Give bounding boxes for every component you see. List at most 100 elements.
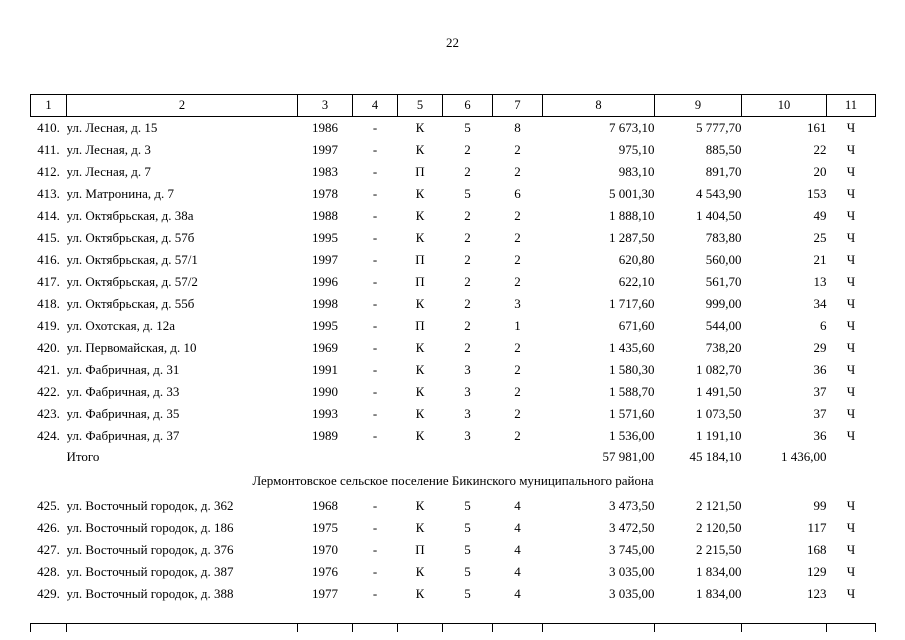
- table-row-col-2: ул. Охотская, д. 12а: [66, 318, 176, 333]
- table-row-col-4: -: [372, 362, 378, 377]
- table-row-col-3: 1993: [312, 406, 338, 421]
- table-row-col-10: 37: [813, 384, 827, 399]
- table-row-col-7: 2: [514, 208, 521, 223]
- table-row-col-5: П: [415, 252, 425, 267]
- table-row-col-5: К: [415, 362, 425, 377]
- table-row-col-7: 2: [514, 406, 521, 421]
- table-row-col-5: К: [415, 340, 425, 355]
- column-header-3: 3: [297, 94, 353, 117]
- header-row: 1 2 3 4 5 6 7 8 9 10 11: [30, 94, 876, 117]
- table-row-col-3: 1996: [312, 274, 338, 289]
- page-number: 22: [446, 35, 459, 50]
- table-row-col-8: 1 588,70: [609, 384, 655, 399]
- table-row-col-3: 1988: [312, 208, 338, 223]
- table-row-col-5: К: [415, 428, 425, 443]
- table-row-col-10: 123: [807, 586, 827, 601]
- table-row-col-4: -: [372, 428, 378, 443]
- table-row-col-11: Ч: [846, 252, 856, 267]
- table-row-col-7: 2: [514, 274, 521, 289]
- table-row-col-6: 2: [464, 274, 471, 289]
- table-row-col-3: 1986: [312, 120, 338, 135]
- table-row-col-2: ул. Восточный городок, д. 376: [66, 542, 234, 557]
- table-row-col-8: 3 473,50: [609, 498, 655, 513]
- table-row: 417. ул. Октябрьская, д. 57/2 1996 - П 2 2 622,…: [31, 271, 876, 293]
- table-row-col-1: 411.: [37, 142, 60, 157]
- table-row-col-11: Ч: [846, 406, 856, 421]
- table-row-col-10: 37: [813, 406, 827, 421]
- table-row-col-10: 117: [807, 520, 827, 535]
- table-row: 427. ул. Восточный городок, д. 376 1970 - П 5…: [31, 539, 876, 561]
- table-row-col-8: 3 035,00: [609, 586, 655, 601]
- table-row-col-5: К: [415, 520, 425, 535]
- table-row-col-4: -: [372, 274, 378, 289]
- fragment-cell: [542, 623, 655, 632]
- table-row-col-11: Ч: [846, 296, 856, 311]
- table-row-col-2: ул. Октябрьская, д. 57б: [66, 230, 195, 245]
- fragment-cell: [492, 623, 543, 632]
- fragment-row: [30, 623, 876, 632]
- fragment-cell: [826, 623, 876, 632]
- table-row-col-5: К: [415, 208, 425, 223]
- table-row-col-7: 2: [514, 428, 521, 443]
- table-row-col-4: -: [372, 208, 378, 223]
- table-row-col-1: 427.: [37, 542, 60, 557]
- table-row: 420. ул. Первомайская, д. 10 1969 - К 2 2 1 435…: [31, 337, 876, 359]
- table-row-col-4: -: [372, 318, 378, 333]
- table-row-col-3: 1969: [312, 340, 338, 355]
- table-row: 429. ул. Восточный городок, д. 388 1977 - К 5…: [31, 583, 876, 605]
- table-row-col-10: 20: [813, 164, 827, 179]
- table-row-col-6: 2: [464, 296, 471, 311]
- table-row-col-4: -: [372, 164, 378, 179]
- table-row-col-2: ул. Октябрьская, д. 57/1: [66, 252, 198, 267]
- table-row: 418. ул. Октябрьская, д. 55б 1998 - К 2 3 1 717…: [31, 293, 876, 315]
- table-row-col-6: 5: [464, 120, 471, 135]
- table-row-col-3: 1989: [312, 428, 338, 443]
- table-row-col-11: Ч: [846, 340, 856, 355]
- table-row-col-4: -: [372, 230, 378, 245]
- table-row-col-2: ул. Лесная, д. 3: [66, 142, 151, 157]
- table-row-col-7: 2: [514, 230, 521, 245]
- table-row-col-5: К: [415, 564, 425, 579]
- table-row-col-3: 1990: [312, 384, 338, 399]
- table-row-col-2: ул. Восточный городок, д. 387: [66, 564, 234, 579]
- table-row-col-11: Ч: [846, 164, 856, 179]
- table-row-col-5: К: [415, 586, 425, 601]
- table-row-col-9: 561,70: [705, 274, 742, 289]
- table-row: 422. ул. Фабричная, д. 33 1990 - К 3 2 1 588,70…: [31, 381, 876, 403]
- table-row-col-6: 2: [464, 252, 471, 267]
- table-row-col-10: 49: [813, 208, 827, 223]
- table-row-col-5: К: [415, 406, 425, 421]
- table-row-col-8: 3 745,00: [609, 542, 655, 557]
- table-row-col-1: 417.: [37, 274, 60, 289]
- table-row: 424. ул. Фабричная, д. 37 1989 - К 3 2 1 536,00…: [31, 425, 876, 447]
- table-row-col-11: Ч: [846, 428, 856, 443]
- table-row-col-4: -: [372, 296, 378, 311]
- table-row-col-5: К: [415, 296, 425, 311]
- totals-row-col-1: [31, 447, 67, 467]
- table-row-col-1: 421.: [37, 362, 60, 377]
- table-row-col-1: 426.: [37, 520, 60, 535]
- table-row-col-5: К: [415, 142, 425, 157]
- table-row-col-11: Ч: [846, 520, 856, 535]
- column-header-6: 6: [442, 94, 493, 117]
- table-row-col-6: 3: [464, 428, 471, 443]
- table-row: 419. ул. Охотская, д. 12а 1995 - П 2 1 671,60 54…: [31, 315, 876, 337]
- table-row-col-1: 414.: [37, 208, 60, 223]
- table-row-col-11: Ч: [846, 230, 856, 245]
- table-row-col-6: 5: [464, 586, 471, 601]
- table-row-col-7: 1: [514, 318, 521, 333]
- table-row-col-9: 738,20: [705, 340, 742, 355]
- table-row-col-7: 4: [514, 564, 521, 579]
- table-row-col-1: 424.: [37, 428, 60, 443]
- fragment-cell: [66, 623, 298, 632]
- table-row-col-4: -: [372, 384, 378, 399]
- fragment-cell: [397, 623, 443, 632]
- table-row-col-3: 1970: [312, 542, 338, 557]
- table-row-col-7: 8: [514, 120, 521, 135]
- table-row-col-4: -: [372, 252, 378, 267]
- table-row-col-3: 1998: [312, 296, 338, 311]
- table-row-col-3: 1975: [312, 520, 338, 535]
- table-row-col-1: 412.: [37, 164, 60, 179]
- table-row: 423. ул. Фабричная, д. 35 1993 - К 3 2 1 571,60…: [31, 403, 876, 425]
- table-row-col-7: 2: [514, 142, 521, 157]
